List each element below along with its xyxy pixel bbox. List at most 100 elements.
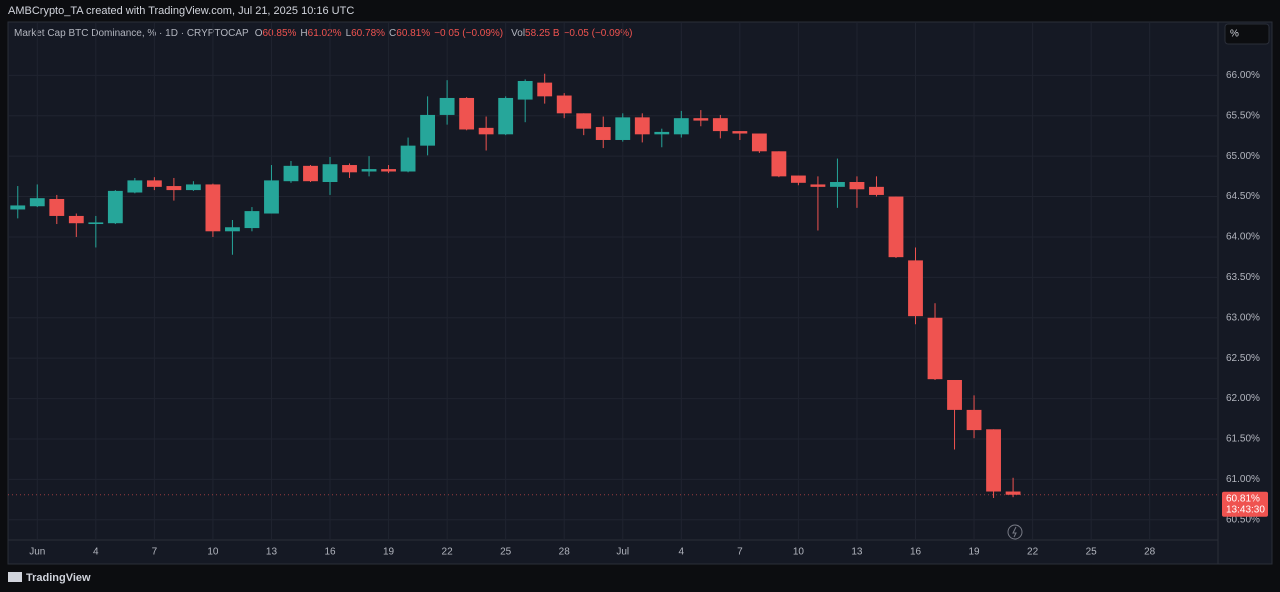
candle-body (381, 169, 396, 172)
candle-body (88, 222, 104, 225)
candle-body (264, 180, 279, 214)
ohlc-value: 60.81% (396, 28, 430, 39)
candle-body (869, 186, 884, 195)
candle-body (1005, 491, 1021, 495)
candle-body (127, 180, 143, 193)
y-tick-label: 66.00% (1226, 70, 1260, 81)
x-tick-label: 10 (793, 547, 805, 558)
x-tick-label: Jun (29, 547, 45, 558)
volume-label: Vol (511, 28, 525, 39)
candle-body (732, 131, 748, 134)
x-tick-label: 13 (851, 547, 863, 558)
y-tick-label: 62.50% (1226, 353, 1260, 364)
candle-body (517, 80, 533, 100)
x-tick-label: 16 (324, 547, 336, 558)
candle-body (966, 409, 982, 431)
x-tick-label: 16 (910, 547, 922, 558)
price-tag (1222, 491, 1268, 517)
candle-body (712, 118, 728, 132)
countdown: 13:43:30 (1226, 504, 1265, 515)
candle-body (244, 211, 260, 229)
candle-body (673, 118, 689, 135)
x-tick-label: 10 (207, 547, 219, 558)
candle-body (107, 190, 123, 224)
ohlc-label: H (300, 28, 307, 39)
title: Market Cap BTC Dominance, % · 1D · CRYPT… (14, 28, 249, 39)
x-tick-label: 4 (93, 547, 99, 558)
change: −0.05 (−0.09%) (434, 28, 503, 39)
y-tick-label: 62.00% (1226, 393, 1260, 404)
candle-body (595, 127, 611, 140)
x-tick-label: 19 (968, 547, 980, 558)
candle-body (303, 165, 318, 182)
candle-body (615, 117, 631, 140)
event-icon[interactable] (1007, 524, 1023, 540)
y-tick-label: 60.50% (1226, 514, 1260, 525)
candle-body (576, 113, 592, 129)
y-tick-label: 65.00% (1226, 151, 1260, 162)
scale-button-label[interactable]: % (1230, 29, 1239, 40)
candle-body (225, 227, 240, 232)
candle-body (342, 165, 357, 173)
candle-body (810, 184, 826, 187)
x-tick-label: 25 (500, 547, 512, 558)
candle-body (830, 182, 845, 187)
x-tick-label: 28 (1144, 547, 1156, 558)
x-tick-label: 19 (383, 547, 395, 558)
ohlc-value: 60.78% (351, 28, 385, 39)
y-tick-label: 64.50% (1226, 191, 1260, 202)
chart-panel (7, 21, 1273, 565)
x-tick-label: 13 (266, 547, 278, 558)
candle-body (459, 97, 475, 130)
ohlc-value: 61.02% (308, 28, 342, 39)
candle-body (986, 429, 1001, 492)
candle-body (478, 127, 494, 135)
candle-body (498, 97, 514, 135)
y-tick-label: 61.50% (1226, 434, 1260, 445)
volume: 58.25 B (525, 28, 560, 39)
x-tick-label: Jul (616, 547, 629, 558)
candle-body (166, 186, 182, 191)
scale-button[interactable] (1224, 23, 1270, 45)
y-tick-label: 65.50% (1226, 110, 1260, 121)
candle-body (439, 97, 455, 115)
ohlc-value: 60.85% (262, 28, 296, 39)
candle-body (693, 118, 709, 121)
candle-body (654, 131, 670, 135)
candle-body (751, 133, 767, 152)
candle-body (49, 198, 65, 216)
brand: TradingView (26, 572, 91, 584)
x-tick-label: 25 (1086, 547, 1098, 558)
candle-body (322, 164, 338, 183)
candle-body (556, 95, 572, 114)
candle-body (420, 114, 436, 146)
volume-change: −0.05 (−0.09%) (564, 28, 633, 39)
event-icon-bolt (1012, 526, 1017, 538)
price-tag-label: 60.81% (1226, 493, 1260, 504)
x-tick-label: 22 (442, 547, 454, 558)
candle-body (146, 180, 162, 187)
candle-body (361, 169, 377, 172)
candle-body (947, 379, 962, 410)
y-tick-label: 61.00% (1226, 474, 1260, 485)
x-tick-label: 7 (737, 547, 743, 558)
candle-body (888, 196, 904, 258)
candle-body (849, 182, 865, 190)
x-tick-label: 4 (679, 547, 685, 558)
candle-body (790, 175, 806, 183)
candle-body (283, 165, 299, 182)
header: Market Cap BTC Dominance, % · 1D · CRYPT… (14, 28, 632, 39)
credit: AMBCrypto_TA created with TradingView.co… (8, 5, 354, 17)
x-tick-label: 28 (559, 547, 571, 558)
candle-body (10, 205, 26, 210)
y-tick-label: 63.50% (1226, 272, 1260, 283)
candle-body (908, 260, 923, 317)
candle-body (185, 184, 201, 191)
x-tick-label: 7 (152, 547, 158, 558)
ohlc-label: O (255, 28, 263, 39)
candle-body (205, 184, 221, 232)
candle-body (771, 151, 787, 177)
y-tick-label: 64.00% (1226, 232, 1260, 243)
